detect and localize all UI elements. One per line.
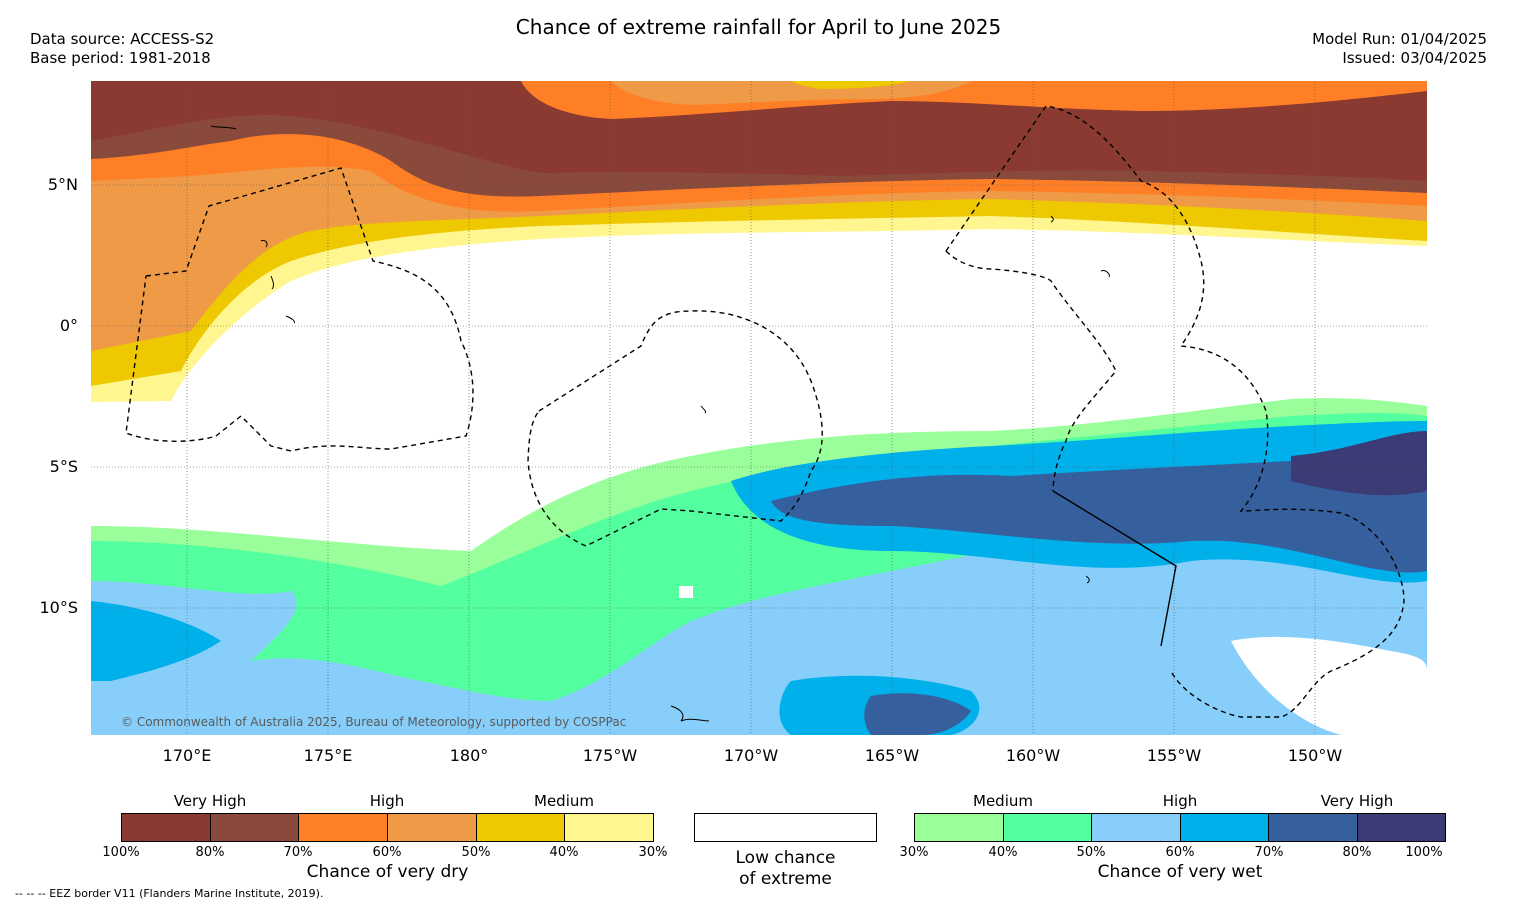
dry-swatch-2 (210, 814, 300, 841)
map-canvas (91, 81, 1427, 735)
dry-category-medium: Medium (534, 792, 594, 810)
lon-tick-150w: 150°W (1287, 746, 1343, 765)
lon-tick-165w: 165°W (864, 746, 920, 765)
issued-line: Issued: 03/04/2025 (1342, 49, 1487, 67)
wet-legend-title: Chance of very wet (1097, 862, 1263, 882)
neutral-legend-title: Low chance of extreme (694, 848, 877, 890)
wet-tick-label: 80% (1342, 845, 1372, 860)
wet-swatch-6 (1357, 814, 1445, 841)
base-period-line: Base period: 1981-2018 (30, 49, 211, 67)
lon-tick-180: 180° (449, 746, 489, 765)
lon-tick-170w: 170°W (723, 746, 779, 765)
dry-category-very-high: Very High (173, 792, 247, 810)
wet-swatch-4 (1180, 814, 1269, 841)
dry-swatch-1 (122, 814, 211, 841)
lon-tick-155w: 155°W (1146, 746, 1202, 765)
lon-tick-175w: 175°W (582, 746, 638, 765)
lat-tick-10s: 10°S (39, 598, 78, 617)
eez-borders (125, 105, 1405, 718)
data-source-info: Data source: ACCESS-S2 Base period: 1981… (30, 30, 214, 68)
wet-tick-label: 40% (988, 845, 1018, 860)
dry-legend-title: Chance of very dry (306, 862, 469, 882)
wet-swatch-3 (1092, 814, 1181, 841)
dry-tick-label: 30% (638, 845, 668, 860)
wet-tick-label: 100% (1405, 845, 1443, 860)
wet-swatch-1 (915, 814, 1004, 841)
dry-tick-label: 70% (283, 845, 313, 860)
lon-tick-170e: 170°E (162, 746, 212, 765)
dry-swatch-5 (476, 814, 566, 841)
dry-colorbar (121, 813, 654, 842)
lat-tick-5s: 5°S (49, 457, 78, 476)
model-run-line: Model Run: 01/04/2025 (1312, 30, 1487, 48)
wet-category-high: High (1162, 792, 1198, 810)
rainfall-map: © Commonwealth of Australia 2025, Bureau… (91, 81, 1427, 735)
data-source-line: Data source: ACCESS-S2 (30, 30, 215, 48)
map-gridlines (91, 81, 1427, 735)
lon-tick-160w: 160°W (1005, 746, 1061, 765)
wet-tick-label: 70% (1254, 845, 1284, 860)
boundary-line (1052, 490, 1177, 647)
neutral-title-line1: Low chance (735, 848, 836, 868)
neutral-legend: Low chance of extreme (694, 790, 877, 890)
lat-tick-0: 0° (59, 316, 78, 335)
map-title: Chance of extreme rainfall for April to … (515, 15, 1002, 39)
dry-swatch-6 (565, 814, 654, 841)
dry-swatch-3 (299, 814, 389, 841)
wet-swatch-2 (1003, 814, 1092, 841)
neutral-title-line2: of extreme (739, 869, 832, 889)
wet-tick-label: 60% (1165, 845, 1195, 860)
dry-tick-label: 50% (461, 845, 491, 860)
island-outlines (210, 125, 1110, 722)
wet-category-very-high: Very High (1320, 792, 1394, 810)
dry-tick-label: 80% (195, 845, 225, 860)
wet-category-medium: Medium (973, 792, 1033, 810)
dry-tick-label: 60% (372, 845, 402, 860)
map-credit: © Commonwealth of Australia 2025, Bureau… (121, 715, 627, 729)
dry-tick-label: 100% (102, 845, 140, 860)
wet-tick-label: 50% (1076, 845, 1106, 860)
run-info: Model Run: 01/04/2025 Issued: 03/04/2025 (1312, 30, 1487, 68)
white-patch (679, 586, 693, 598)
wet-tick-label: 30% (899, 845, 929, 860)
dry-swatch-4 (388, 814, 477, 841)
lat-tick-5n: 5°N (47, 175, 78, 194)
dry-category-high: High (369, 792, 405, 810)
lon-tick-175e: 175°E (303, 746, 353, 765)
dry-region (91, 81, 1427, 402)
neutral-swatch (694, 813, 877, 842)
wet-legend: Medium High Very High 30% 40% 50% 60% 70… (900, 790, 1446, 882)
wet-swatch-5 (1269, 814, 1358, 841)
eez-footnote: -- -- -- EEZ border V11 (Flanders Marine… (15, 887, 324, 900)
wet-colorbar (914, 813, 1446, 842)
dry-legend: Very High High Medium 100% 80% 70% 60% 5… (102, 790, 667, 882)
dry-tick-label: 40% (549, 845, 579, 860)
